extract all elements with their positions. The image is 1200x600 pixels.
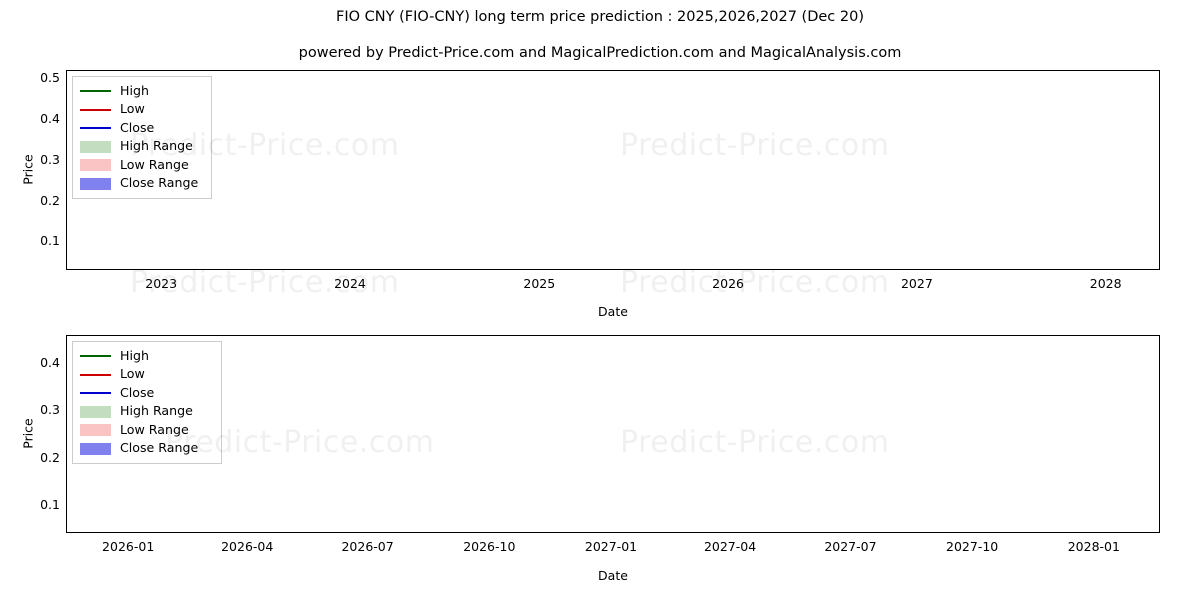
legend-item-close: Close	[80, 119, 204, 138]
legend-label: High Range	[120, 138, 193, 154]
y-tick-label: 0.4	[40, 110, 60, 126]
x-tick-label: 2026-04	[221, 539, 274, 554]
legend-swatch-close-range-icon	[80, 177, 111, 190]
legend-item-low-range: Low Range	[80, 421, 214, 440]
x-tick-label: 2027-01	[584, 539, 638, 554]
y-tick-label: 0.3	[40, 402, 60, 418]
x-tick-label: 2024	[334, 276, 366, 291]
bottom-chart-legend: High Low Close High Range Low Range Close Ran…	[72, 341, 222, 464]
bottom-x-axis-label: Date	[598, 568, 628, 583]
bottom-chart-panel	[66, 335, 1160, 533]
y-tick-label: 0.5	[40, 70, 60, 86]
x-tick-label: 2023	[145, 276, 178, 291]
x-tick-label: 2027-04	[703, 539, 757, 554]
legend-label: High	[120, 82, 149, 98]
top-x-axis-label: Date	[598, 304, 628, 319]
legend-swatch-high-icon	[80, 350, 111, 363]
legend-item-low-range: Low Range	[80, 156, 204, 175]
bottom-y-axis-label: Price	[20, 418, 36, 449]
x-tick-label: 2025	[523, 276, 556, 291]
y-tick-label: 0.2	[40, 449, 60, 465]
x-tick-label: 2026-01	[102, 539, 155, 554]
legend-item-close-range: Close Range	[80, 175, 204, 194]
x-tick-label: 2028-01	[1067, 539, 1120, 554]
x-tick-label: 2026-10	[463, 539, 516, 554]
y-tick-label: 0.1	[40, 233, 60, 249]
page-title: FIO CNY (FIO-CNY) long term price predic…	[336, 9, 864, 25]
legend-item-high-range: High Range	[80, 138, 204, 157]
legend-item-close: Close	[80, 384, 214, 403]
legend-item-low: Low	[80, 101, 204, 120]
x-tick-label: 2027-10	[946, 539, 999, 554]
legend-swatch-low-icon	[80, 368, 111, 381]
legend-item-low: Low	[80, 366, 214, 385]
legend-item-high: High	[80, 347, 214, 366]
top-chart-panel	[66, 70, 1160, 270]
legend-label: Low Range	[120, 156, 189, 172]
y-tick-label: 0.2	[40, 192, 60, 208]
y-tick-label: 0.3	[40, 151, 60, 167]
top-y-axis-label: Price	[20, 154, 36, 185]
legend-label: High	[120, 347, 149, 363]
legend-label: High Range	[120, 403, 193, 419]
legend-swatch-high-range-icon	[80, 140, 111, 153]
legend-label: Close Range	[120, 440, 199, 456]
legend-label: Low	[120, 366, 145, 382]
legend-swatch-high-range-icon	[80, 405, 111, 418]
y-tick-label: 0.4	[40, 355, 60, 371]
legend-swatch-low-range-icon	[80, 159, 111, 172]
x-tick-label: 2028	[1089, 276, 1122, 291]
legend-item-close-range: Close Range	[80, 440, 214, 459]
x-tick-label: 2027	[900, 276, 933, 291]
y-tick-label: 0.1	[40, 496, 60, 512]
page-subtitle: powered by Predict-Price.com and Magical…	[298, 45, 902, 61]
legend-swatch-close-icon	[80, 122, 111, 135]
legend-item-high: High	[80, 82, 204, 101]
legend-label: Low Range	[120, 421, 189, 437]
top-plot-frame	[66, 70, 1160, 270]
x-tick-label: 2026	[712, 276, 744, 291]
top-chart-legend: High Low Close High Range Low Range Close Ran…	[72, 76, 212, 199]
legend-label: Close	[120, 384, 155, 400]
legend-label: Close	[120, 119, 155, 135]
bottom-plot-frame	[66, 335, 1160, 533]
legend-swatch-high-icon	[80, 85, 111, 98]
legend-swatch-close-range-icon	[80, 442, 111, 455]
legend-swatch-low-range-icon	[80, 424, 111, 437]
legend-label: Low	[120, 101, 145, 117]
legend-swatch-low-icon	[80, 103, 111, 116]
legend-swatch-close-icon	[80, 387, 111, 400]
legend-item-high-range: High Range	[80, 403, 214, 422]
x-tick-label: 2026-07	[341, 539, 394, 554]
legend-label: Close Range	[120, 175, 199, 191]
x-tick-label: 2027-07	[824, 539, 877, 554]
